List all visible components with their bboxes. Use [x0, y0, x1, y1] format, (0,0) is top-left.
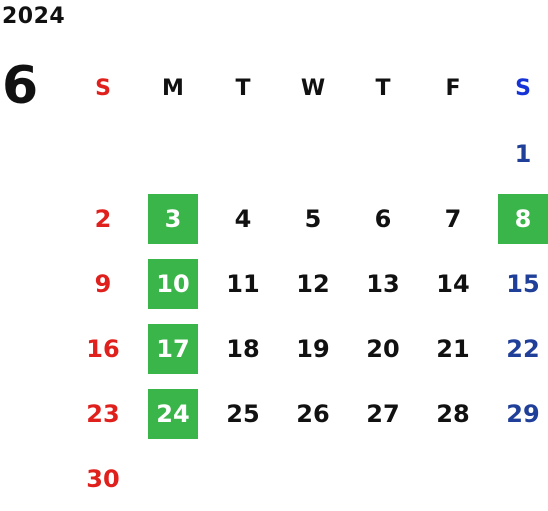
calendar-day-cell: 17	[138, 316, 208, 381]
calendar-empty-cell	[208, 446, 278, 511]
calendar-day-cell: 26	[278, 381, 348, 446]
calendar-day-cell: 15	[488, 251, 548, 316]
day-number: 5	[304, 204, 322, 233]
day-number: 2	[94, 204, 112, 233]
calendar-empty-cell	[138, 446, 208, 511]
calendar-empty-cell	[348, 446, 418, 511]
day-number: 7	[444, 204, 462, 233]
day-number: 4	[234, 204, 252, 233]
highlighted-day-number: 24	[148, 388, 198, 439]
day-number: 28	[436, 399, 470, 428]
calendar-empty-cell	[348, 121, 418, 186]
highlighted-day-number: 8	[498, 193, 548, 244]
day-number: 1	[514, 139, 532, 168]
calendar-day-cell: 27	[348, 381, 418, 446]
calendar-empty-cell	[418, 121, 488, 186]
weekday-tuesday: T	[235, 76, 251, 101]
calendar-day-cell: 24	[138, 381, 208, 446]
calendar-empty-cell	[418, 446, 488, 511]
weekday-monday: M	[162, 76, 184, 101]
year-label: 2024	[2, 4, 66, 29]
highlighted-day-number: 10	[148, 258, 198, 309]
weekday-wednesday: W	[300, 76, 326, 101]
calendar-day-cell: 23	[68, 381, 138, 446]
calendar-day-cell: 19	[278, 316, 348, 381]
weekday-saturday: S	[515, 76, 531, 101]
day-number: 6	[374, 204, 392, 233]
calendar-day-cell: 16	[68, 316, 138, 381]
day-number: 16	[86, 334, 120, 363]
day-number: 14	[436, 269, 470, 298]
calendar-empty-cell	[278, 446, 348, 511]
day-number: 9	[94, 269, 112, 298]
day-number: 29	[506, 399, 540, 428]
month-number: 6	[2, 56, 39, 116]
day-number: 12	[296, 269, 330, 298]
day-number: 30	[86, 464, 120, 493]
calendar-day-cell: 13	[348, 251, 418, 316]
calendar-day-cell: 3	[138, 186, 208, 251]
calendar-day-cell: 25	[208, 381, 278, 446]
day-number: 21	[436, 334, 470, 363]
calendar-day-cell: 21	[418, 316, 488, 381]
day-number: 22	[506, 334, 540, 363]
calendar-empty-cell	[488, 446, 548, 511]
calendar-day-cell: 10	[138, 251, 208, 316]
calendar-day-cell: 20	[348, 316, 418, 381]
day-number: 23	[86, 399, 120, 428]
day-number: 26	[296, 399, 330, 428]
calendar-day-cell: 1	[488, 121, 548, 186]
calendar-day-cell: 7	[418, 186, 488, 251]
highlighted-day-number: 17	[148, 323, 198, 374]
day-number: 20	[366, 334, 400, 363]
calendar-grid: S M T W T F S 1 2 3 4 5 6 7 8 9 10 11 12 13 14 15 16 17 1…	[68, 56, 548, 511]
calendar-day-cell: 30	[68, 446, 138, 511]
calendar-empty-cell	[138, 121, 208, 186]
calendar-empty-cell	[68, 121, 138, 186]
calendar-day-cell: 12	[278, 251, 348, 316]
calendar-day-cell: 18	[208, 316, 278, 381]
calendar-empty-cell	[208, 121, 278, 186]
day-number: 19	[296, 334, 330, 363]
calendar-day-cell: 8	[488, 186, 548, 251]
calendar-day-cell: 2	[68, 186, 138, 251]
calendar-day-cell: 4	[208, 186, 278, 251]
day-number: 11	[226, 269, 260, 298]
calendar-day-cell: 29	[488, 381, 548, 446]
calendar-day-cell: 14	[418, 251, 488, 316]
calendar-day-cell: 11	[208, 251, 278, 316]
highlighted-day-number: 3	[148, 193, 198, 244]
calendar-empty-cell	[278, 121, 348, 186]
day-number: 15	[506, 269, 540, 298]
day-number: 13	[366, 269, 400, 298]
day-number: 18	[226, 334, 260, 363]
calendar-day-cell: 5	[278, 186, 348, 251]
weekday-sunday: S	[95, 76, 111, 101]
day-number: 25	[226, 399, 260, 428]
day-number: 27	[366, 399, 400, 428]
calendar-day-cell: 28	[418, 381, 488, 446]
calendar-day-cell: 6	[348, 186, 418, 251]
calendar-day-cell: 9	[68, 251, 138, 316]
weekday-thursday: T	[375, 76, 391, 101]
calendar-day-cell: 22	[488, 316, 548, 381]
weekday-friday: F	[445, 76, 461, 101]
